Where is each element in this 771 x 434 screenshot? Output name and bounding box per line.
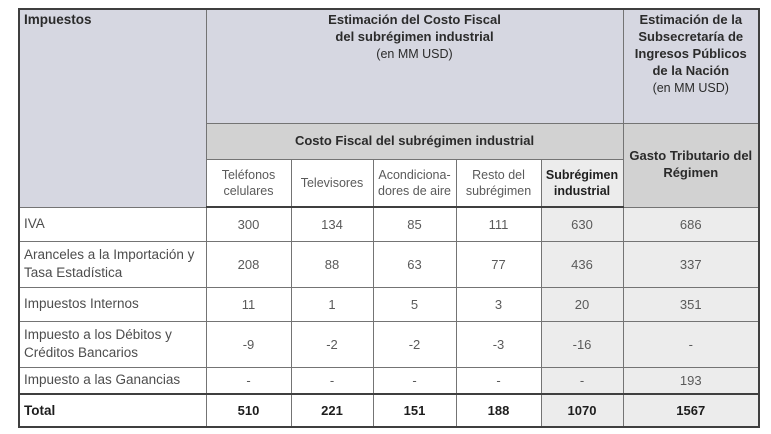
cell-value: - bbox=[205, 366, 292, 395]
cell-value: 85 bbox=[372, 206, 457, 242]
cell-value: 1070 bbox=[540, 393, 624, 428]
main-header-cell: Estimación del Costo Fiscal del subrégim… bbox=[205, 8, 624, 124]
cell-value: 436 bbox=[540, 240, 624, 288]
cell-value: 1567 bbox=[622, 393, 760, 428]
row-label-aranceles: Aranceles a la Importación y Tasa Estadí… bbox=[18, 240, 207, 288]
cell-value: -2 bbox=[290, 320, 374, 368]
right-header-cell: Estimación de la Subsecretaría de Ingres… bbox=[622, 8, 760, 124]
cell-value: -9 bbox=[205, 320, 292, 368]
cell-value: 630 bbox=[540, 206, 624, 242]
main-header-line1: Estimación del Costo Fiscal bbox=[328, 12, 501, 27]
cell-value: 134 bbox=[290, 206, 374, 242]
cell-value: - bbox=[622, 320, 760, 368]
cell-value: 510 bbox=[205, 393, 292, 428]
table-row-aranceles: Aranceles a la Importación y Tasa Estadí… bbox=[18, 240, 760, 288]
cell-value: 208 bbox=[205, 240, 292, 288]
cell-value: 351 bbox=[622, 286, 760, 322]
table-row-debitos-creditos: Impuesto a los Débitos y Créditos Bancar… bbox=[18, 320, 760, 368]
row-label-iva: IVA bbox=[18, 206, 207, 242]
cell-value: 3 bbox=[455, 286, 542, 322]
cell-value: 20 bbox=[540, 286, 624, 322]
row-label-total: Total bbox=[18, 393, 207, 428]
cell-value: 686 bbox=[622, 206, 760, 242]
column-header-televisores: Televisores bbox=[290, 158, 374, 208]
column-header-subregimen-industrial: Subrégimen industrial bbox=[540, 158, 624, 208]
column-header-telefonos-celulares: Teléfonos celulares bbox=[205, 158, 292, 208]
column-header-resto-del-subregimen: Resto del subrégimen bbox=[455, 158, 542, 208]
cell-value: 193 bbox=[622, 366, 760, 395]
cell-value: -2 bbox=[372, 320, 457, 368]
cell-value: 88 bbox=[290, 240, 374, 288]
corner-header-impuestos: Impuestos bbox=[18, 8, 207, 208]
cell-value: 151 bbox=[372, 393, 457, 428]
row-label-impuestos-internos: Impuestos Internos bbox=[18, 286, 207, 322]
cell-value: 11 bbox=[205, 286, 292, 322]
band-header-costo-fiscal: Costo Fiscal del subrégimen industrial bbox=[205, 122, 624, 160]
right-header-unit: (en MM USD) bbox=[652, 80, 729, 95]
cell-value: 1 bbox=[290, 286, 374, 322]
cell-value: 188 bbox=[455, 393, 542, 428]
table-row-iva: IVA 300 134 85 111 630 686 bbox=[18, 206, 760, 242]
fiscal-cost-table-container: Impuestos Estimación del Costo Fiscal de… bbox=[18, 8, 761, 428]
cell-value: 221 bbox=[290, 393, 374, 428]
cell-value: 5 bbox=[372, 286, 457, 322]
main-header-unit: (en MM USD) bbox=[376, 46, 453, 61]
table-row-impuestos-internos: Impuestos Internos 11 1 5 3 20 351 bbox=[18, 286, 760, 322]
cell-value: 111 bbox=[455, 206, 542, 242]
row-label-debitos-creditos: Impuesto a los Débitos y Créditos Bancar… bbox=[18, 320, 207, 368]
cell-value: -16 bbox=[540, 320, 624, 368]
column-header-acondicionadores-de-aire: Acondiciona- dores de aire bbox=[372, 158, 457, 208]
cell-value: - bbox=[372, 366, 457, 395]
cell-value: - bbox=[455, 366, 542, 395]
cell-value: - bbox=[290, 366, 374, 395]
table-row-total: Total 510 221 151 188 1070 1567 bbox=[18, 393, 760, 428]
cell-value: - bbox=[540, 366, 624, 395]
band-header-gasto-tributario: Gasto Tributario del Régimen bbox=[622, 122, 760, 208]
right-header-title: Estimación de la Subsecretaría de Ingres… bbox=[634, 12, 747, 78]
main-header-line2: del subrégimen industrial bbox=[335, 28, 494, 44]
table-row-ganancias: Impuesto a las Ganancias - - - - - 193 bbox=[18, 366, 760, 395]
cell-value: 337 bbox=[622, 240, 760, 288]
fiscal-cost-table: Impuestos Estimación del Costo Fiscal de… bbox=[18, 8, 761, 428]
cell-value: 300 bbox=[205, 206, 292, 242]
row-label-ganancias: Impuesto a las Ganancias bbox=[18, 366, 207, 395]
cell-value: 63 bbox=[372, 240, 457, 288]
cell-value: 77 bbox=[455, 240, 542, 288]
cell-value: -3 bbox=[455, 320, 542, 368]
